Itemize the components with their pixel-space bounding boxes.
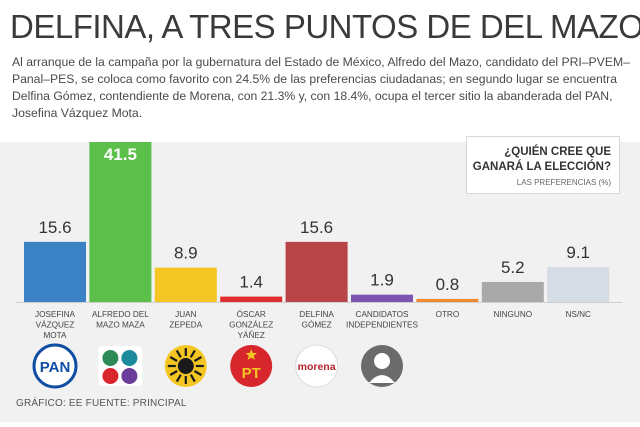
category-label-3-0: ÓSCAR	[237, 309, 266, 319]
question-line-1: ¿QUIÉN CREE QUE	[504, 146, 611, 158]
category-label-7-0: NINGUNO	[493, 310, 532, 319]
question-line-2: GANARÁ LA ELECCIÓN?	[472, 161, 611, 173]
category-label-2-1: ZEPEDA	[169, 321, 202, 330]
question-box: ¿QUIÉN CREE QUE GANARÁ LA ELECCIÓN? LAS …	[466, 136, 620, 194]
pes-logo-mark	[121, 368, 138, 384]
prd-sun-ray	[175, 374, 182, 383]
pt-logo-text: PT	[242, 365, 261, 382]
prd-sun-ray	[193, 356, 202, 362]
bar-8	[547, 266, 610, 302]
category-label-0-0: JOSEFINA	[35, 310, 76, 319]
prd-sun-ray	[189, 349, 196, 358]
headline: DELFINA, A TRES PUNTOS DE DEL MAZO	[10, 8, 640, 45]
value-label-0: 15.6	[38, 218, 71, 237]
category-label-3-2: YÁÑEZ	[238, 330, 265, 340]
prd-sun-ray	[189, 374, 196, 383]
pan-logo-icon	[32, 343, 78, 389]
category-label-3-1: GONZÁLEZ	[229, 320, 273, 330]
value-label-8: 9.1	[566, 243, 590, 262]
bar-1	[89, 142, 152, 302]
person-head	[374, 353, 390, 369]
header: DELFINA, A TRES PUNTOS DE DEL MAZO Al ar…	[0, 0, 640, 142]
category-label-0-1: VÁZQUEZ	[36, 320, 75, 330]
bar-2	[154, 267, 217, 302]
category-label-4-1: GÓMEZ	[302, 320, 332, 330]
bar-0	[24, 241, 86, 302]
category-label-0-2: MOTA	[43, 331, 67, 340]
morena-logo-icon	[295, 344, 339, 388]
prd-sun-ray	[193, 370, 202, 376]
value-label-1: 41.5	[104, 145, 137, 164]
source-credit: GRÁFICO: EE FUENTE: PRINCIPAL	[16, 398, 187, 409]
panal-logo-mark	[102, 368, 119, 384]
prd-sun-ray	[169, 370, 178, 376]
lead-paragraph: Al arranque de la campaña por la guberna…	[12, 55, 630, 120]
value-label-2: 8.9	[174, 244, 198, 263]
prd-sun-center	[177, 358, 194, 374]
prd-sun-ray	[175, 349, 182, 358]
value-label-5: 1.9	[370, 271, 394, 290]
value-label-6: 0.8	[436, 275, 460, 294]
value-label-4: 15.6	[300, 218, 333, 237]
bar-5	[351, 294, 413, 302]
category-label-4-0: DELFINA	[299, 310, 334, 319]
bar-3	[220, 296, 283, 302]
pan-logo-text: PAN	[40, 359, 71, 376]
category-label-6-0: OTRO	[436, 310, 460, 319]
question-note: LAS PREFERENCIAS (%)	[516, 178, 611, 187]
bar-4	[285, 241, 348, 302]
category-label-1-1: MAZO MAZA	[96, 321, 145, 330]
pri-logo-mark	[102, 350, 119, 366]
pt-star	[245, 349, 257, 360]
value-label-3: 1.4	[239, 273, 263, 292]
category-label-5-1: INDEPENDIENTES	[346, 321, 418, 330]
bar-7	[481, 281, 544, 302]
category-label-1-0: ALFREDO DEL	[92, 310, 149, 319]
bar-6	[416, 298, 479, 302]
morena-logo-text: morena	[298, 361, 336, 373]
pvem-logo-mark	[121, 350, 138, 366]
category-label-2-0: JUAN	[175, 310, 196, 319]
prd-sun-ray	[169, 356, 178, 362]
person-body	[369, 375, 395, 383]
pt-logo-icon	[230, 345, 273, 387]
category-label-8-0: NS/NC	[565, 310, 591, 319]
value-label-7: 5.2	[501, 258, 525, 277]
category-label-5-0: CANDIDATOS	[356, 310, 409, 319]
